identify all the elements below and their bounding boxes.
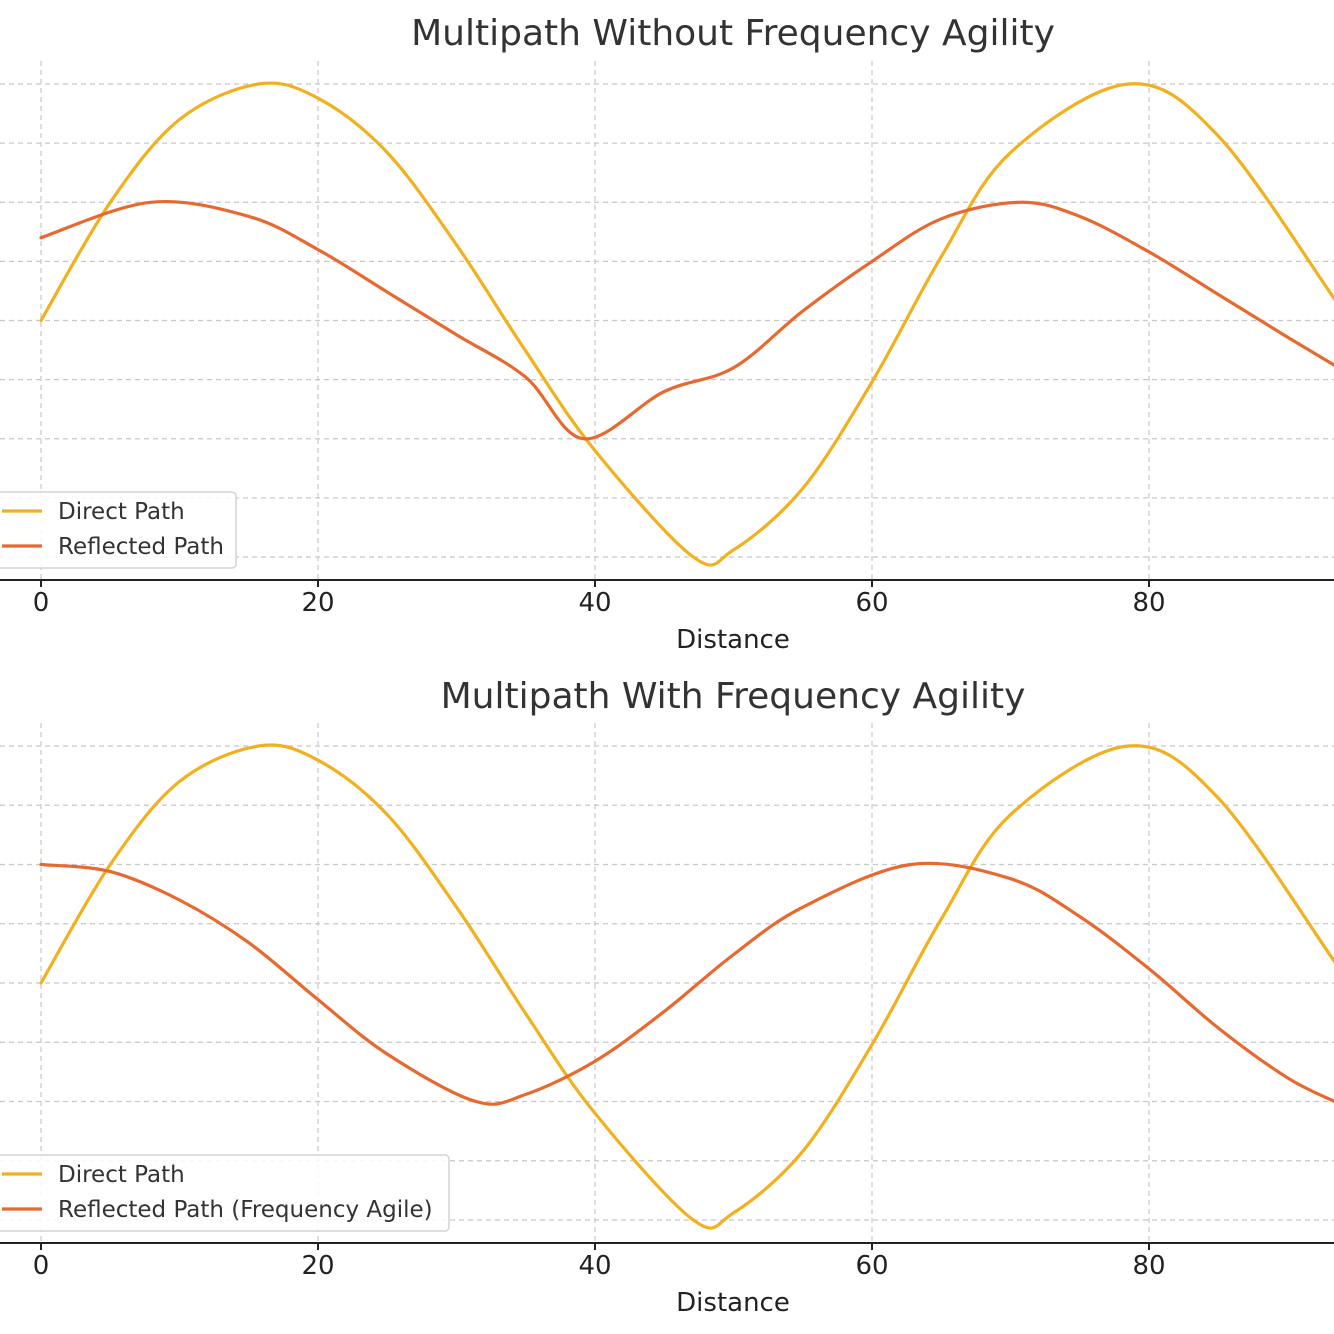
series-line-reflected-path-frequency-agile <box>39 861 1334 1106</box>
x-tick-label: 0 <box>33 1251 50 1281</box>
series-line-direct-path <box>39 743 1334 1230</box>
legend-box <box>0 1154 450 1232</box>
legend-entry-direct-path: Direct Path <box>58 499 185 525</box>
x-tick-label: 40 <box>578 588 611 618</box>
x-tick-label: 20 <box>301 588 334 618</box>
legend: Direct Path Reflected Path (Frequency Ag… <box>0 1154 450 1232</box>
series-group <box>39 743 1334 1230</box>
x-tick-label: 40 <box>578 1251 611 1281</box>
legend-box <box>0 491 237 569</box>
x-axis-label: Distance <box>676 625 790 655</box>
series-line-reflected-path <box>39 199 1334 441</box>
legend-entry-reflected-path: Reflected Path <box>58 534 224 560</box>
chart-panel-with-agility: Multipath With Frequency Agility 0 20 40 60… <box>0 676 1334 1318</box>
x-tick-label: 20 <box>301 1251 334 1281</box>
x-tick-label: 60 <box>855 1251 888 1281</box>
series-line-direct-path <box>39 81 1334 567</box>
x-tick-label: 80 <box>1132 588 1165 618</box>
x-ticks: 0 20 40 60 80 <box>33 580 1166 618</box>
chart-title: Multipath Without Frequency Agility <box>411 13 1055 54</box>
chart-panel-without-agility: Multipath Without Frequency Agility 0 20 4… <box>0 13 1334 655</box>
x-tick-label: 0 <box>33 588 50 618</box>
legend-entry-direct-path: Direct Path <box>58 1162 185 1188</box>
x-ticks: 0 20 40 60 80 <box>33 1243 1166 1281</box>
x-tick-label: 60 <box>855 588 888 618</box>
x-axis-label: Distance <box>676 1288 790 1318</box>
legend-entry-reflected-path-frequency-agile: Reflected Path (Frequency Agile) <box>58 1197 433 1223</box>
x-tick-label: 80 <box>1132 1251 1165 1281</box>
legend: Direct Path Reflected Path <box>0 491 237 569</box>
chart-title: Multipath With Frequency Agility <box>441 676 1026 717</box>
series-group <box>39 81 1334 567</box>
